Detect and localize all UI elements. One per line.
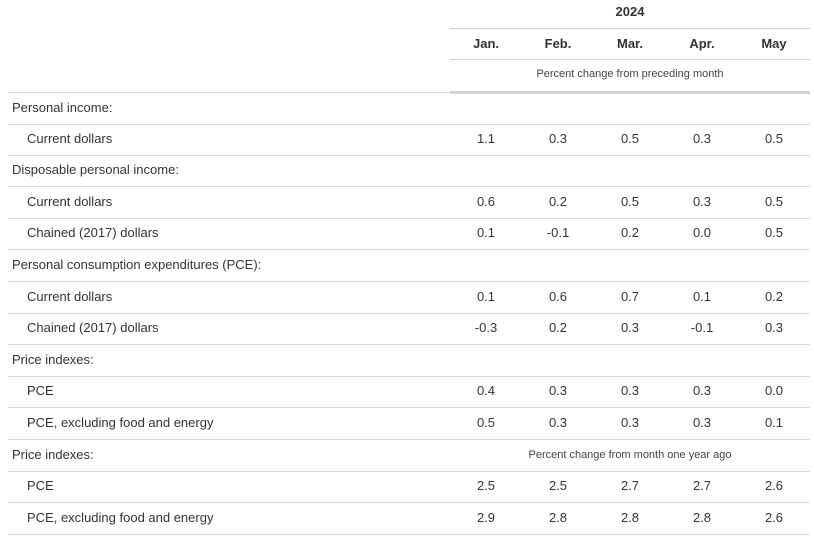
table-row: PCE 0.4 0.3 0.3 0.3 0.0: [8, 376, 810, 409]
table-cell: 0.6: [476, 193, 496, 209]
table-row: Price indexes: Percent change from month …: [8, 440, 810, 472]
table-cell: -0.3: [474, 320, 498, 336]
table-cell: 2.7: [620, 478, 640, 494]
row-section-label: Price indexes:: [12, 351, 94, 367]
table-cell: 2.6: [764, 478, 784, 494]
table-cell: 2.8: [692, 509, 712, 525]
table-cell: 1.1: [476, 130, 496, 146]
monthly-subheading: Percent change from preceding month: [536, 68, 724, 80]
table-cell: 0.5: [620, 130, 640, 146]
row-section-label: Personal income:: [12, 100, 113, 115]
year-header: 2024: [450, 0, 810, 29]
table-cell: 2.8: [620, 509, 640, 525]
table-cell: 0.5: [476, 415, 496, 430]
table-cell: 0.3: [548, 415, 568, 430]
month-header: Mar.: [616, 36, 643, 51]
row-label: PCE: [27, 383, 54, 399]
month-header: Feb.: [544, 36, 572, 51]
table-cell: -0.1: [690, 320, 714, 336]
table-cell: 2.8: [548, 509, 568, 525]
table-cell: 2.6: [764, 509, 784, 525]
table-cell: 0.0: [764, 383, 784, 399]
table-cell: 0.2: [764, 288, 784, 304]
table-cell: 0.4: [476, 383, 496, 399]
row-section-label: Personal consumption expenditures (PCE):: [12, 257, 262, 272]
month-header: Jan.: [472, 36, 499, 51]
table-cell: -0.1: [546, 225, 570, 241]
table-row: Current dollars 0.1 0.6 0.7 0.1 0.2: [8, 282, 810, 314]
table-cell: 0.2: [548, 193, 568, 209]
table-row: Current dollars 0.6 0.2 0.5 0.3 0.5: [8, 187, 810, 219]
table-cell: 0.2: [620, 225, 640, 241]
row-section-label: Price indexes:: [12, 446, 94, 462]
row-label: Current dollars: [27, 130, 113, 146]
month-header: May: [761, 36, 787, 51]
table-cell: 2.5: [548, 478, 568, 494]
months-header: Jan. Feb. Mar. Apr. May: [450, 28, 810, 60]
table-cell: 0.0: [692, 225, 712, 241]
table-cell: 0.3: [692, 383, 712, 399]
table-row: Current dollars 1.1 0.3 0.5 0.3 0.5: [8, 124, 810, 156]
table-cell: 0.3: [692, 193, 712, 209]
table-cell: 2.7: [692, 478, 712, 494]
table-cell: 0.3: [620, 383, 640, 399]
table-cell: 2.5: [476, 478, 496, 494]
table-cell: 0.5: [764, 130, 784, 146]
row-section-label: Disposable personal income:: [12, 162, 179, 178]
table-row: Chained (2017) dollars 0.1 -0.1 0.2 0.0 0.5: [8, 218, 810, 251]
row-label: Chained (2017) dollars: [27, 320, 159, 336]
table-row: PCE, excluding food and energy 0.5 0.3 0.3 0…: [8, 408, 810, 440]
table-cell: 0.6: [548, 288, 568, 304]
table-row: Personal income:: [8, 92, 810, 125]
table-row: PCE 2.5 2.5 2.7 2.7 2.6: [8, 471, 810, 504]
table-cell: 0.3: [764, 320, 784, 336]
table-cell: 0.1: [764, 415, 784, 430]
table-cell: 0.1: [476, 225, 496, 241]
table-cell: 0.3: [620, 320, 640, 336]
table-cell: 0.7: [620, 288, 640, 304]
row-label: Chained (2017) dollars: [27, 225, 159, 241]
yearly-subheading: Percent change from month one year ago: [528, 448, 732, 461]
table-cell: 0.3: [548, 130, 568, 146]
table-cell: 0.1: [476, 288, 496, 304]
row-label: PCE, excluding food and energy: [27, 415, 214, 430]
year-label: 2024: [615, 4, 645, 19]
table-cell: 0.3: [692, 130, 712, 146]
table-cell: 0.5: [764, 193, 784, 209]
row-label: PCE: [27, 478, 54, 494]
table-cell: 0.5: [620, 193, 640, 209]
table-cell: 0.3: [620, 415, 640, 430]
monthly-subheading-row: Percent change from preceding month: [450, 59, 810, 94]
table-cell: 2.9: [476, 509, 496, 525]
table-cell: 0.3: [548, 383, 568, 399]
table-row: Chained (2017) dollars -0.3 0.2 0.3 -0.1 0.3: [8, 313, 810, 346]
table-row: Price indexes:: [8, 345, 810, 377]
row-label: Current dollars: [27, 193, 113, 209]
month-header: Apr.: [689, 36, 715, 51]
table-cell: 0.1: [692, 288, 712, 304]
row-label: Current dollars: [27, 288, 113, 304]
table-cell: 0.2: [548, 320, 568, 336]
row-label: PCE, excluding food and energy: [27, 509, 214, 525]
table-row: PCE, excluding food and energy 2.9 2.8 2.8 2…: [8, 503, 810, 535]
table-row: Personal consumption expenditures (PCE):: [8, 250, 810, 282]
table-cell: 0.5: [764, 225, 784, 241]
table-row: Disposable personal income:: [8, 155, 810, 188]
table-cell: 0.3: [692, 415, 712, 430]
